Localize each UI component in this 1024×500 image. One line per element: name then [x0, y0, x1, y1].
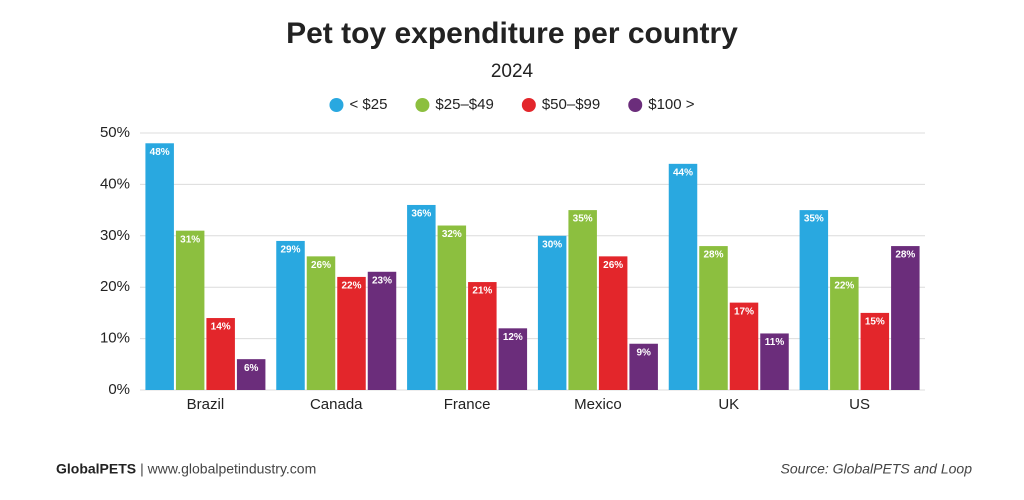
- value-label: 48%: [150, 147, 170, 158]
- bar: [145, 143, 174, 390]
- legend: < $25 $25–$49 $50–$99 $100 >: [329, 96, 695, 113]
- value-label: 9%: [636, 347, 651, 358]
- value-label: 11%: [765, 337, 785, 348]
- y-tick-label: 20%: [100, 278, 130, 295]
- bar: [306, 256, 336, 390]
- value-label: 28%: [895, 250, 915, 261]
- bar: [760, 333, 789, 390]
- bar: [668, 163, 698, 390]
- value-label: 32%: [442, 229, 462, 240]
- bar: [830, 276, 859, 390]
- value-label: 36%: [411, 209, 431, 220]
- legend-swatch: [521, 98, 536, 112]
- value-label: 17%: [734, 306, 754, 317]
- legend-label: $25–$49: [435, 96, 493, 113]
- bar: [498, 328, 528, 390]
- value-label: 44%: [673, 167, 693, 178]
- legend-swatch: [329, 98, 344, 112]
- y-tick-label: 40%: [100, 175, 130, 192]
- value-label: 12%: [503, 332, 523, 343]
- value-label: 14%: [211, 322, 231, 333]
- legend-swatch: [628, 98, 643, 112]
- bar: [337, 276, 366, 390]
- legend-label: $100 >: [648, 96, 695, 113]
- legend-swatch: [415, 98, 430, 112]
- chart-title: Pet toy expenditure per country: [286, 17, 738, 50]
- bar: [175, 230, 205, 390]
- bar: [699, 246, 728, 390]
- bar: [367, 271, 397, 390]
- value-label: 22%: [341, 281, 361, 292]
- x-tick-label: Canada: [310, 396, 363, 413]
- legend-label: $50–$99: [542, 96, 600, 113]
- bar: [537, 235, 567, 390]
- bar: [799, 210, 829, 390]
- bar: [468, 282, 497, 390]
- chart-subtitle: 2024: [491, 61, 534, 82]
- y-tick-label: 0%: [108, 381, 130, 398]
- x-tick-label: Mexico: [574, 396, 622, 413]
- footer-url: | www.globalpetindustry.com: [140, 461, 316, 477]
- bar: [568, 210, 597, 390]
- x-tick-label: UK: [718, 396, 739, 413]
- value-label: 30%: [542, 239, 562, 250]
- footer-brand: GlobalPETS: [56, 461, 136, 477]
- y-tick-label: 50%: [100, 124, 130, 141]
- value-label: 35%: [804, 214, 824, 225]
- value-label: 15%: [865, 317, 885, 328]
- bar: [206, 318, 235, 390]
- bar: [236, 359, 266, 390]
- bar: [276, 240, 305, 390]
- footer-source: Source: GlobalPETS and Loop: [781, 461, 973, 477]
- value-label: 31%: [180, 234, 200, 245]
- value-label: 6%: [244, 363, 259, 374]
- value-label: 26%: [311, 260, 331, 271]
- value-label: 26%: [603, 260, 623, 271]
- value-label: 21%: [472, 286, 492, 297]
- legend-item: $100 >: [628, 96, 695, 113]
- value-label: 28%: [703, 250, 723, 261]
- x-tick-label: France: [444, 396, 491, 413]
- y-tick-label: 30%: [100, 227, 130, 244]
- legend-label: < $25: [349, 96, 387, 113]
- x-tick-label: Brazil: [187, 396, 225, 413]
- bar: [598, 256, 628, 390]
- legend-item: < $25: [329, 96, 387, 113]
- bar: [891, 246, 920, 390]
- legend-item: $25–$49: [415, 96, 494, 113]
- value-label: 23%: [372, 275, 392, 286]
- x-tick-label: US: [849, 396, 870, 413]
- y-tick-label: 10%: [100, 330, 130, 347]
- value-label: 22%: [834, 281, 854, 292]
- bar: [729, 302, 759, 390]
- bar: [407, 204, 436, 390]
- bar: [437, 225, 467, 390]
- value-label: 35%: [573, 214, 593, 225]
- bar: [629, 343, 658, 390]
- legend-item: $50–$99: [521, 96, 600, 113]
- bar: [860, 312, 890, 390]
- value-label: 29%: [280, 245, 300, 256]
